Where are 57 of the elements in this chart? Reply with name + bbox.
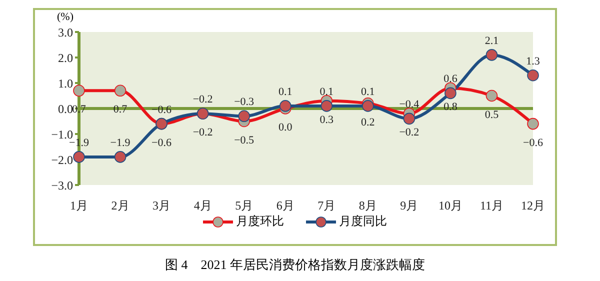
data-label: −1.9 [110, 136, 131, 149]
y-tick-label: 3.0 [58, 25, 73, 40]
data-label: −0.2 [192, 126, 213, 139]
point [444, 87, 456, 100]
point [114, 151, 126, 163]
data-label: 2.1 [484, 34, 499, 47]
x-tick-label: 4月 [194, 198, 212, 213]
point [73, 84, 85, 97]
data-label: 0.7 [113, 104, 128, 116]
legend-label: 月度环比 [236, 213, 284, 230]
point [279, 100, 292, 112]
data-label: 0.0 [278, 122, 293, 134]
point [362, 100, 374, 112]
data-label: 0.2 [361, 116, 375, 128]
point [527, 69, 539, 82]
text: 图 4 2021 年居民消费价格指数月度涨跌幅度 [164, 256, 426, 274]
x-tick-label: 11月 [480, 198, 504, 213]
point [320, 100, 333, 112]
data-label: 0.5 [484, 108, 500, 121]
point [114, 84, 126, 97]
x-tick-label: 5月 [235, 198, 254, 213]
x-tick-label: 9月 [400, 198, 418, 213]
x-tick-label: 6月 [276, 198, 294, 213]
y-tick-label: −1.0 [51, 127, 73, 142]
data-label: 0.1 [278, 86, 292, 98]
point [238, 110, 250, 122]
y-tick-label: 0.0 [58, 102, 73, 116]
data-label: −0.6 [523, 136, 544, 149]
x-tick-label: 12月 [521, 198, 545, 213]
x-tick-label: 1月 [70, 198, 88, 213]
data-label: −0.5 [234, 134, 255, 146]
data-label: −0.2 [192, 94, 213, 106]
point [486, 90, 498, 102]
y-tick-label: −2.0 [51, 152, 73, 167]
y-tick-label: 1.0 [58, 76, 73, 90]
x-tick-label: 10月 [438, 198, 462, 213]
data-label: −0.3 [234, 96, 255, 108]
data-label: 0.1 [320, 86, 334, 98]
point [73, 151, 85, 163]
y-tick-label: −3.0 [51, 178, 73, 192]
data-label: 0.6 [444, 73, 458, 86]
x-tick-label: 3月 [152, 198, 171, 213]
data-label: 1.3 [526, 55, 540, 68]
data-label: 0.1 [361, 86, 375, 98]
x-tick-label: 7月 [318, 198, 336, 213]
point [403, 112, 416, 125]
data-label: 0.8 [444, 101, 458, 114]
point [527, 118, 539, 130]
x-tick-label: 2月 [111, 198, 130, 213]
data-label: −0.2 [399, 126, 420, 139]
data-label: −0.6 [152, 136, 172, 149]
x-tick-label: 8月 [358, 198, 377, 213]
point [486, 49, 498, 61]
data-label: 0.3 [320, 114, 334, 126]
legend-label: 月度同比 [339, 213, 387, 230]
y-tick-label: 2.0 [58, 50, 73, 65]
y-axis-title: (%) [57, 11, 74, 23]
